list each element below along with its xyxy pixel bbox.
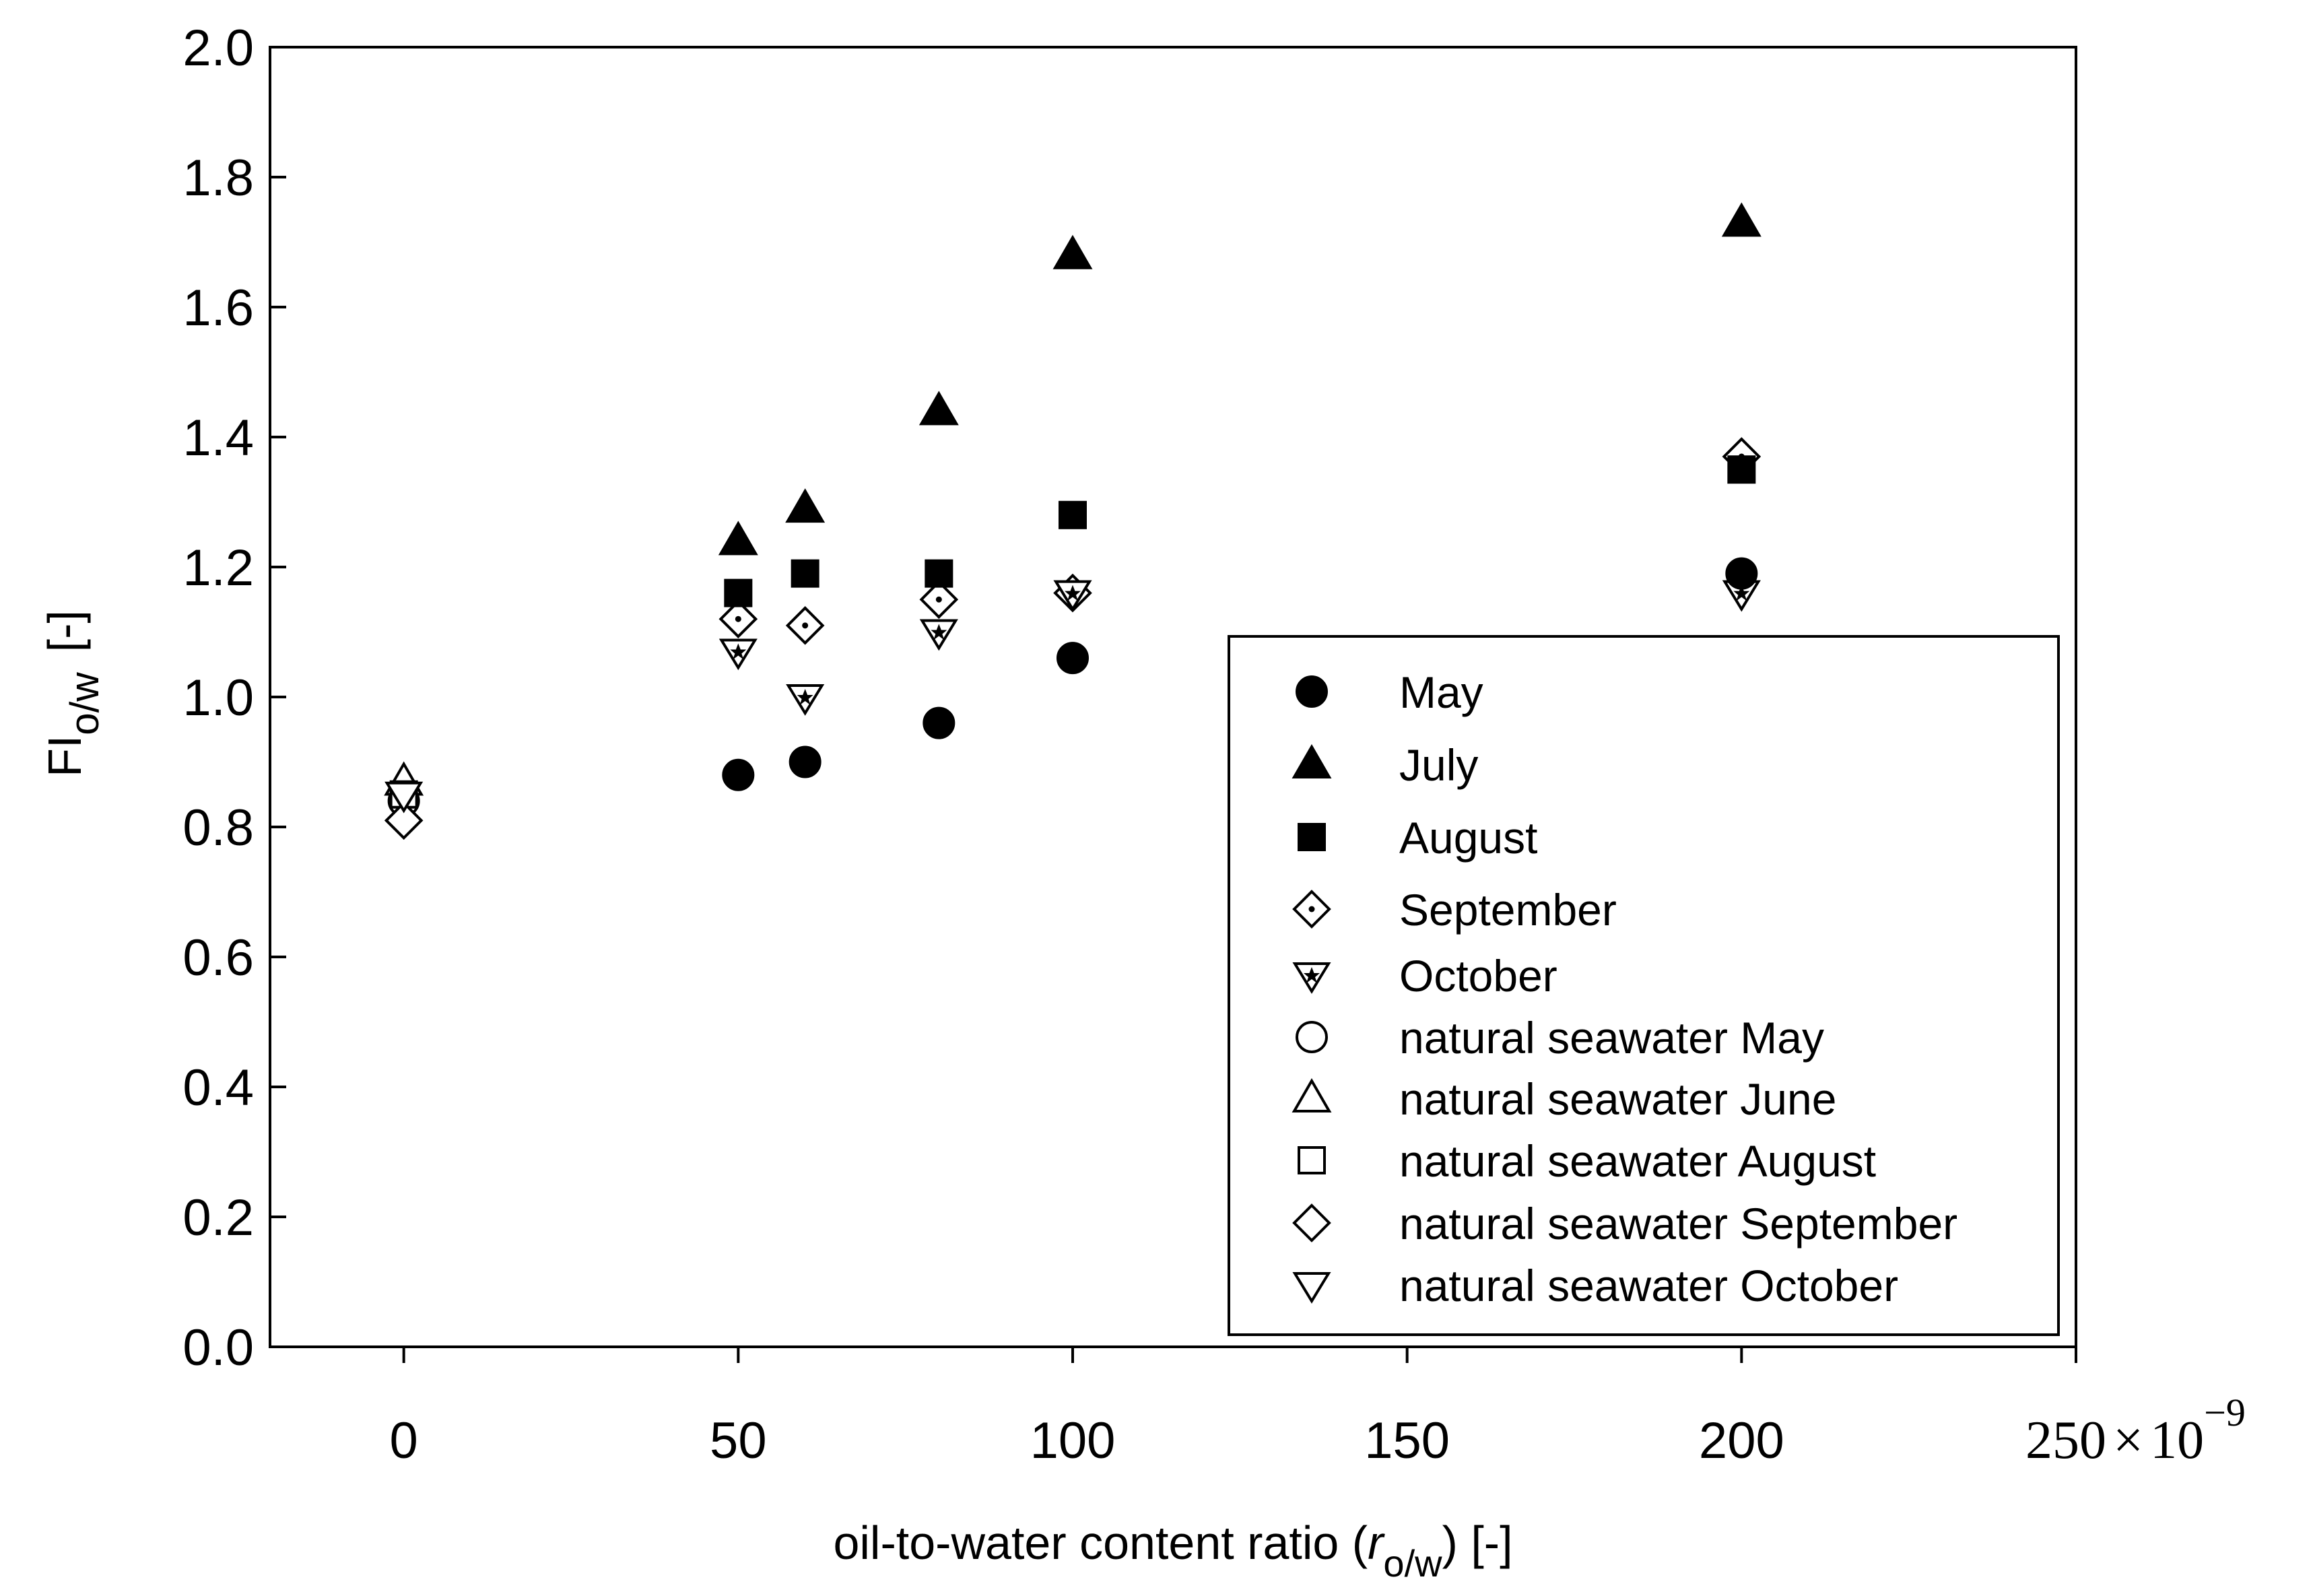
point-october bbox=[718, 638, 758, 671]
y-tick-label: 0.6 bbox=[182, 929, 254, 987]
legend-label-july: July bbox=[1399, 740, 1478, 790]
y-tick-label: 0.8 bbox=[182, 799, 254, 857]
y-tick-label: 0.2 bbox=[182, 1189, 254, 1246]
point-natural-seawater-september bbox=[384, 801, 424, 840]
legend-label-natural-seawater-october: natural seawater October bbox=[1399, 1261, 1898, 1310]
point-august bbox=[724, 578, 753, 607]
y-tick-label: 1.0 bbox=[182, 669, 254, 727]
legend-label-may: May bbox=[1399, 667, 1483, 717]
x-tick-label: 100 bbox=[1030, 1412, 1116, 1469]
legend-marker-may bbox=[1296, 675, 1328, 708]
point-september bbox=[919, 580, 959, 620]
x-axis-title-subscript: o/w bbox=[1383, 1542, 1442, 1585]
legend-marker-july bbox=[1292, 744, 1332, 778]
x-axis: 0 50 100 150 200 bbox=[390, 1347, 2077, 1469]
legend-marker-natural-seawater-september bbox=[1292, 1203, 1331, 1242]
legend: May July August September October natural sea… bbox=[1228, 635, 2060, 1336]
point-october bbox=[786, 684, 825, 716]
x-tick-label: 200 bbox=[1699, 1412, 1784, 1469]
x-axis-title-prefix: oil-to-water content ratio ( bbox=[833, 1517, 1368, 1569]
y-tick-label: 0.0 bbox=[182, 1319, 254, 1376]
x-axis-title-italic: r bbox=[1368, 1517, 1385, 1569]
x-axis-title-suffix: ) [-] bbox=[1442, 1517, 1513, 1569]
legend-box bbox=[1228, 635, 2060, 1336]
point-august bbox=[791, 559, 819, 588]
legend-label-october: October bbox=[1399, 951, 1557, 1001]
point-september bbox=[785, 606, 825, 645]
x-axis-title: oil-to-water content ratio (ro/w) [-] bbox=[833, 1517, 1512, 1585]
x-tick-label: 150 bbox=[1364, 1412, 1450, 1469]
y-tick-label: 2.0 bbox=[182, 20, 254, 77]
point-may bbox=[1057, 642, 1089, 675]
point-august bbox=[925, 559, 953, 588]
x-tick-label: 0 bbox=[390, 1412, 418, 1469]
point-may bbox=[722, 758, 755, 791]
x-scale-ten: 10 bbox=[2150, 1411, 2204, 1470]
x-scale-label: 250 × 10−9 bbox=[2025, 1391, 2246, 1470]
point-september bbox=[718, 599, 758, 639]
data-points bbox=[384, 202, 1762, 840]
legend-marker-august bbox=[1298, 823, 1326, 851]
legend-marker-natural-seawater-june bbox=[1292, 1078, 1332, 1112]
point-may bbox=[923, 706, 956, 739]
y-axis-title: FIo/w [-] bbox=[38, 610, 107, 777]
legend-label-september: September bbox=[1399, 885, 1617, 935]
point-august bbox=[1059, 500, 1087, 529]
legend-label-natural-seawater-june: natural seawater June bbox=[1399, 1074, 1836, 1124]
point-july bbox=[1721, 202, 1762, 237]
point-may bbox=[1725, 557, 1758, 590]
point-october bbox=[1053, 580, 1092, 612]
point-july bbox=[718, 521, 758, 556]
x-scale-exponent: −9 bbox=[2204, 1391, 2246, 1434]
point-july bbox=[918, 391, 959, 426]
point-may bbox=[789, 745, 822, 778]
y-axis-title-main: FI bbox=[38, 735, 91, 777]
point-august bbox=[1727, 455, 1756, 484]
legend-label-august: August bbox=[1399, 813, 1537, 863]
y-tick-label: 0.4 bbox=[182, 1059, 254, 1117]
legend-label-natural-seawater-september: natural seawater September bbox=[1399, 1199, 1957, 1249]
point-october bbox=[919, 619, 958, 651]
x-scale-base: 250 bbox=[2025, 1411, 2106, 1470]
x-tick-label: 50 bbox=[710, 1412, 767, 1469]
legend-label-natural-seawater-may: natural seawater May bbox=[1399, 1013, 1824, 1063]
y-tick-label: 1.4 bbox=[182, 409, 254, 467]
legend-marker-october bbox=[1292, 962, 1331, 994]
y-tick-label: 1.8 bbox=[182, 149, 254, 207]
y-tick-label: 1.6 bbox=[182, 279, 254, 337]
legend-marker-natural-seawater-may bbox=[1296, 1021, 1328, 1053]
point-july bbox=[1052, 234, 1093, 269]
legend-marker-september bbox=[1292, 890, 1331, 929]
point-natural-seawater-october bbox=[384, 781, 424, 813]
point-july bbox=[785, 488, 826, 523]
legend-marker-natural-seawater-october bbox=[1292, 1272, 1331, 1304]
legend-marker-natural-seawater-august bbox=[1298, 1146, 1326, 1174]
y-axis-title-suffix: [-] bbox=[38, 610, 91, 652]
legend-label-natural-seawater-august: natural seawater August bbox=[1399, 1136, 1876, 1186]
x-scale-mult: × bbox=[2113, 1411, 2143, 1470]
y-axis: 0.0 0.2 0.4 0.6 0.8 1.0 1.2 1.4 1.6 1.8 2.0 bbox=[182, 20, 286, 1376]
y-tick-label: 1.2 bbox=[182, 539, 254, 597]
y-axis-title-subscript: o/w bbox=[62, 672, 107, 735]
